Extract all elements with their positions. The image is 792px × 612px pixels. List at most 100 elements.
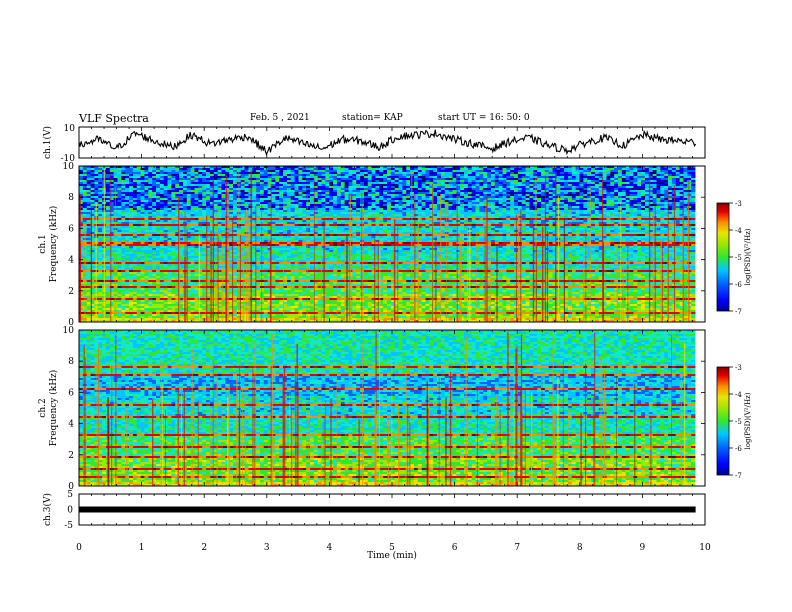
spectrogram-cell (121, 200, 126, 203)
spectrogram-cell (217, 194, 222, 197)
spectrogram-cell (464, 184, 469, 187)
spectrogram-cell (340, 166, 346, 169)
spectrogram-cell (294, 198, 299, 201)
spectrogram-cell (398, 174, 403, 177)
spectrogram-cell (633, 200, 638, 203)
spectrogram-cell (202, 170, 207, 173)
spectrogram-cell (360, 170, 365, 173)
spectrogram-cell (479, 170, 484, 173)
spectrogram-cell (614, 190, 619, 193)
spectrogram-cell (336, 204, 342, 207)
spectrogram-cell (329, 190, 334, 193)
spectrogram-cell (467, 176, 473, 179)
spectrogram-cell (144, 196, 149, 199)
spectrogram-cell (629, 188, 634, 191)
spectrogram-cell (259, 168, 265, 171)
spectrogram-cell (144, 174, 149, 177)
spectrogram-cell (429, 200, 434, 203)
spectrogram-cell (213, 172, 218, 175)
spectrogram-cell (86, 176, 91, 179)
spectrogram-cell (606, 192, 611, 195)
spectrogram-cell (117, 170, 122, 173)
spectrogram-cell (571, 170, 577, 173)
spectrogram-cell (340, 192, 346, 195)
spectrogram-cell (452, 180, 457, 183)
spectrogram-cell (433, 184, 438, 187)
spectrogram-cell (664, 200, 669, 203)
spectrogram-cell (618, 190, 623, 193)
spectrogram-cell (86, 166, 91, 169)
spectrogram-cell (325, 198, 330, 201)
spectrogram-cell (271, 198, 276, 201)
spectrogram-cell (271, 188, 276, 191)
spectrogram-cell (552, 178, 557, 181)
spectrogram-cell (429, 202, 434, 205)
spectrogram-cell (283, 188, 288, 191)
spectrogram-cell (425, 194, 430, 197)
spectrogram-cell (652, 168, 657, 171)
spectrogram-cell (641, 188, 646, 191)
spectrogram-cell (294, 194, 299, 197)
spectrogram-cell (625, 166, 630, 169)
spectrogram-cell (437, 196, 442, 199)
spectrogram-cell (333, 204, 338, 207)
spectrogram-cell (671, 186, 677, 189)
spectrogram-cell (633, 188, 638, 191)
spectrogram-cell (406, 190, 411, 193)
spectrogram-cell (256, 180, 261, 183)
spectrogram-cell (668, 166, 673, 169)
spectrogram-cell (363, 172, 369, 175)
spectrogram-cell (417, 172, 423, 175)
spectrogram-cell (267, 178, 272, 181)
spectrogram-cell (494, 190, 500, 193)
spectrogram-cell (113, 178, 118, 181)
spectrogram-cell (136, 192, 141, 195)
spectrogram-cell (275, 168, 280, 171)
spectrogram-cell (167, 172, 172, 175)
spectrogram-cell (121, 170, 126, 173)
spectrogram-cell (198, 186, 203, 189)
spectrogram-cell (344, 200, 349, 203)
spectrogram-cell (510, 168, 515, 171)
spectrogram-cell (452, 200, 457, 203)
spectrogram-cell (286, 186, 292, 189)
spectrogram-cell (456, 186, 461, 189)
spectrogram-cell (560, 182, 565, 185)
spectrogram-cell (98, 198, 103, 201)
spectrogram-cell (633, 166, 638, 169)
spectrogram-cell (402, 196, 407, 199)
spectrogram-cell (321, 174, 326, 177)
spectrogram-cell (402, 182, 407, 185)
spectrogram-cell (167, 176, 172, 179)
spectrogram-cell (109, 192, 115, 195)
spectrogram-cell (421, 196, 426, 199)
spectrogram-cell (475, 200, 480, 203)
spectrogram-cell (537, 178, 542, 181)
spectrogram-cell (413, 170, 419, 173)
spectrogram-cell (252, 180, 257, 183)
spectrogram-cell (283, 186, 288, 189)
spectrogram-cell (494, 176, 500, 179)
spectrogram-cell (344, 178, 349, 181)
spectrogram-cell (136, 202, 141, 205)
spectrogram-cell (410, 170, 415, 173)
spectrogram-cell (186, 200, 192, 203)
spectrogram-cell (544, 192, 550, 195)
spectrogram-cell (460, 190, 465, 193)
spectrogram-cell (387, 172, 392, 175)
spectrogram-cell (240, 186, 245, 189)
spectrogram-cell (340, 178, 346, 181)
spectrogram-cell (290, 184, 295, 187)
spectrogram-cell (537, 170, 542, 173)
spectrogram-cell (117, 184, 122, 187)
spectrogram-cell (375, 170, 380, 173)
spectrogram-cell (621, 186, 627, 189)
spectrogram-cell (675, 192, 680, 195)
spectrogram-cell (209, 176, 215, 179)
spectrogram-cell (452, 188, 457, 191)
spectrogram-cell (109, 184, 115, 187)
spectrogram-cell (298, 166, 303, 169)
spectrogram-cell (98, 188, 103, 191)
spectrogram-cell (306, 198, 311, 201)
spectrogram-cell (129, 188, 134, 191)
